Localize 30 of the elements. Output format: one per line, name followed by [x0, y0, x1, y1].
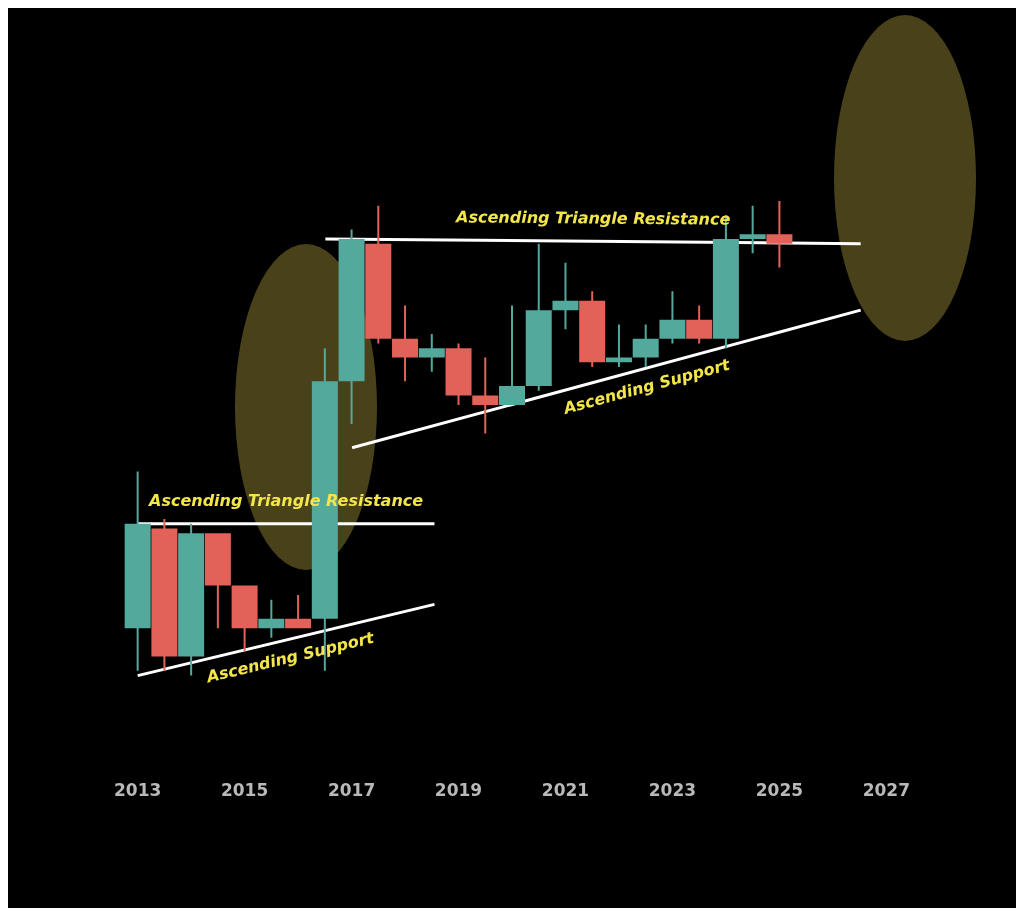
x-tick-label: 2025 [755, 780, 804, 801]
candlestick [285, 594, 312, 629]
candlestick [632, 324, 659, 368]
candlestick [151, 518, 178, 671]
candlestick [766, 201, 793, 268]
candlestick [499, 305, 525, 406]
candlestick [365, 205, 392, 344]
candlestick [338, 229, 365, 425]
candlestick [659, 291, 686, 344]
candlestick [258, 599, 285, 638]
x-tick-label: 2027 [862, 780, 911, 801]
candlestick [686, 305, 713, 344]
x-tick-label: 2019 [434, 780, 483, 801]
candlestick [231, 585, 258, 652]
x-tick-label: 2021 [541, 780, 590, 801]
candlestick [418, 333, 445, 372]
candlestick [392, 305, 419, 382]
candlestick [552, 262, 579, 330]
candlestick [178, 523, 205, 676]
candlestick [739, 205, 766, 254]
candlestick [472, 357, 499, 434]
annotation: Ascending Triangle Resistance [454, 207, 731, 229]
candlestick [204, 533, 231, 629]
x-tick-label: 2023 [648, 780, 697, 801]
candlestick [445, 343, 472, 406]
candlestick [525, 243, 552, 391]
x-tick-label: 2013 [113, 780, 162, 801]
candlestick [579, 291, 606, 368]
x-tick-label: 2015 [220, 780, 269, 801]
x-tick-label: 2017 [327, 780, 376, 801]
